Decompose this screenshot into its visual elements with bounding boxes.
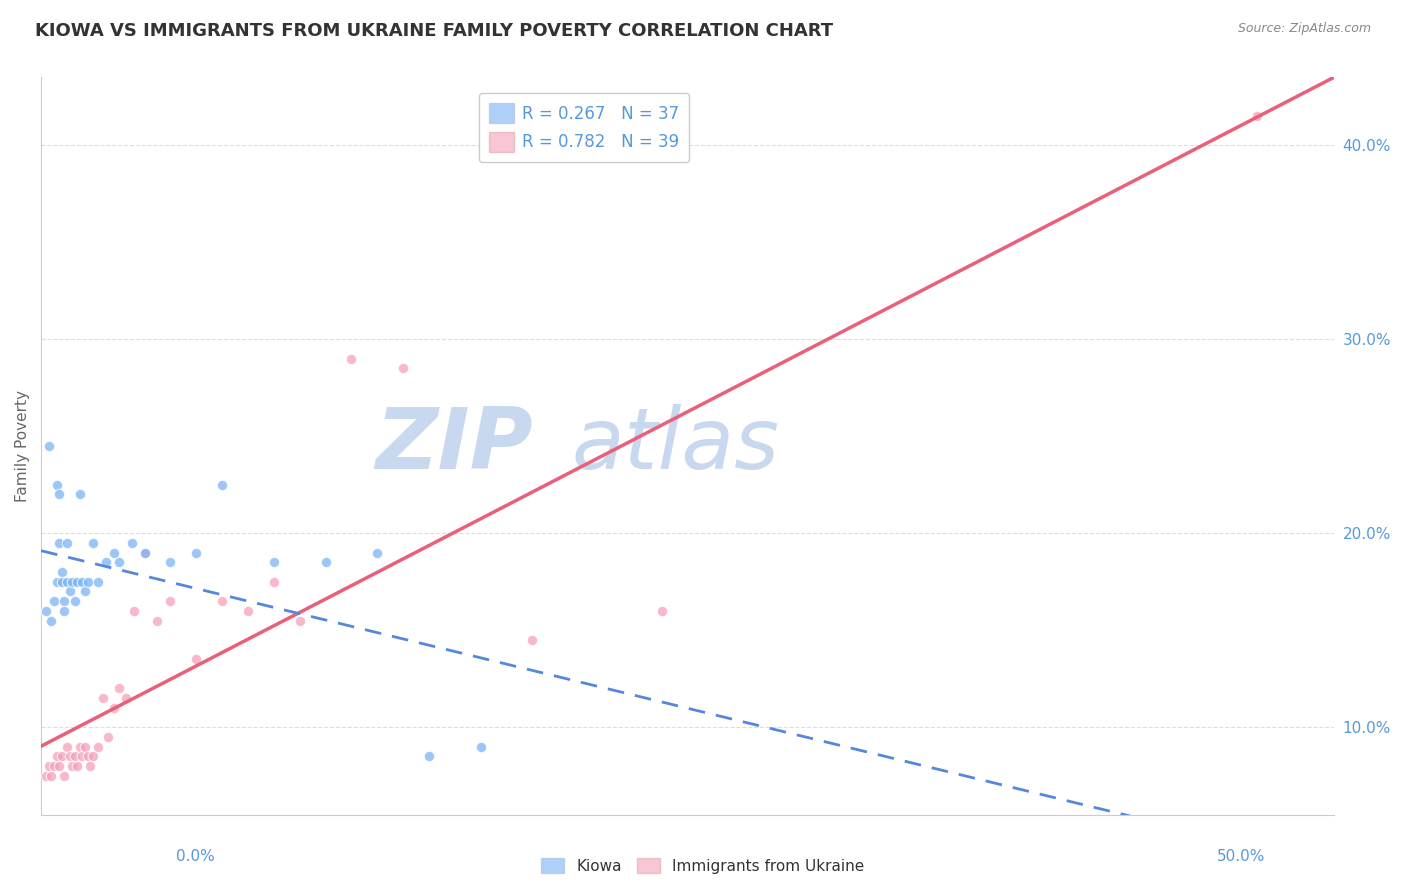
- Point: [60, 759, 83, 773]
- Point: [41, 769, 63, 783]
- Point: [122, 604, 145, 618]
- Point: [51, 565, 73, 579]
- Text: Source: ZipAtlas.com: Source: ZipAtlas.com: [1237, 22, 1371, 36]
- Point: [45, 574, 67, 589]
- Point: [121, 536, 143, 550]
- Point: [66, 759, 89, 773]
- Text: atlas: atlas: [571, 404, 779, 488]
- Point: [42, 759, 65, 773]
- Point: [366, 546, 388, 560]
- Text: 0.0%: 0.0%: [176, 849, 215, 863]
- Point: [56, 536, 79, 550]
- Point: [146, 614, 169, 628]
- Point: [56, 739, 79, 754]
- Point: [42, 594, 65, 608]
- Point: [340, 351, 363, 366]
- Point: [82, 749, 104, 764]
- Point: [392, 361, 415, 376]
- Point: [75, 739, 97, 754]
- Point: [56, 574, 79, 589]
- Point: [63, 594, 86, 608]
- Point: [69, 739, 91, 754]
- Point: [134, 546, 156, 560]
- Legend: Kiowa, Immigrants from Ukraine: Kiowa, Immigrants from Ukraine: [536, 852, 870, 880]
- Point: [115, 691, 138, 706]
- Point: [159, 594, 181, 608]
- Point: [97, 730, 120, 744]
- Point: [91, 691, 114, 706]
- Point: [211, 477, 233, 491]
- Y-axis label: Family Poverty: Family Poverty: [15, 390, 30, 502]
- Point: [263, 555, 285, 569]
- Text: KIOWA VS IMMIGRANTS FROM UKRAINE FAMILY POVERTY CORRELATION CHART: KIOWA VS IMMIGRANTS FROM UKRAINE FAMILY …: [35, 22, 834, 40]
- Point: [72, 574, 94, 589]
- Point: [45, 477, 67, 491]
- Point: [51, 749, 73, 764]
- Point: [76, 574, 98, 589]
- Point: [470, 739, 492, 754]
- Point: [35, 604, 58, 618]
- Point: [38, 759, 60, 773]
- Point: [63, 749, 86, 764]
- Point: [418, 749, 440, 764]
- Text: ZIP: ZIP: [375, 404, 533, 488]
- Point: [35, 769, 58, 783]
- Point: [75, 584, 97, 599]
- Point: [53, 769, 76, 783]
- Point: [48, 487, 70, 501]
- Point: [159, 555, 181, 569]
- Point: [288, 614, 311, 628]
- Legend: R = 0.267   N = 37, R = 0.782   N = 39: R = 0.267 N = 37, R = 0.782 N = 39: [479, 93, 689, 162]
- Point: [263, 574, 285, 589]
- Point: [522, 632, 544, 647]
- Point: [66, 574, 89, 589]
- Point: [41, 614, 63, 628]
- Point: [87, 574, 110, 589]
- Point: [79, 759, 101, 773]
- Point: [38, 439, 60, 453]
- Point: [51, 574, 73, 589]
- Point: [53, 594, 76, 608]
- Point: [315, 555, 337, 569]
- Point: [58, 584, 80, 599]
- Point: [103, 546, 125, 560]
- Point: [45, 749, 67, 764]
- Point: [107, 555, 129, 569]
- Point: [60, 574, 83, 589]
- Point: [103, 701, 125, 715]
- Point: [48, 759, 70, 773]
- Point: [651, 604, 673, 618]
- Point: [48, 536, 70, 550]
- Point: [72, 749, 94, 764]
- Text: 50.0%: 50.0%: [1218, 849, 1265, 863]
- Point: [76, 749, 98, 764]
- Point: [82, 536, 104, 550]
- Point: [107, 681, 129, 696]
- Point: [236, 604, 259, 618]
- Point: [87, 739, 110, 754]
- Point: [186, 546, 208, 560]
- Point: [186, 652, 208, 666]
- Point: [134, 546, 156, 560]
- Point: [58, 749, 80, 764]
- Point: [94, 555, 117, 569]
- Point: [211, 594, 233, 608]
- Point: [1246, 109, 1268, 123]
- Point: [69, 487, 91, 501]
- Point: [53, 604, 76, 618]
